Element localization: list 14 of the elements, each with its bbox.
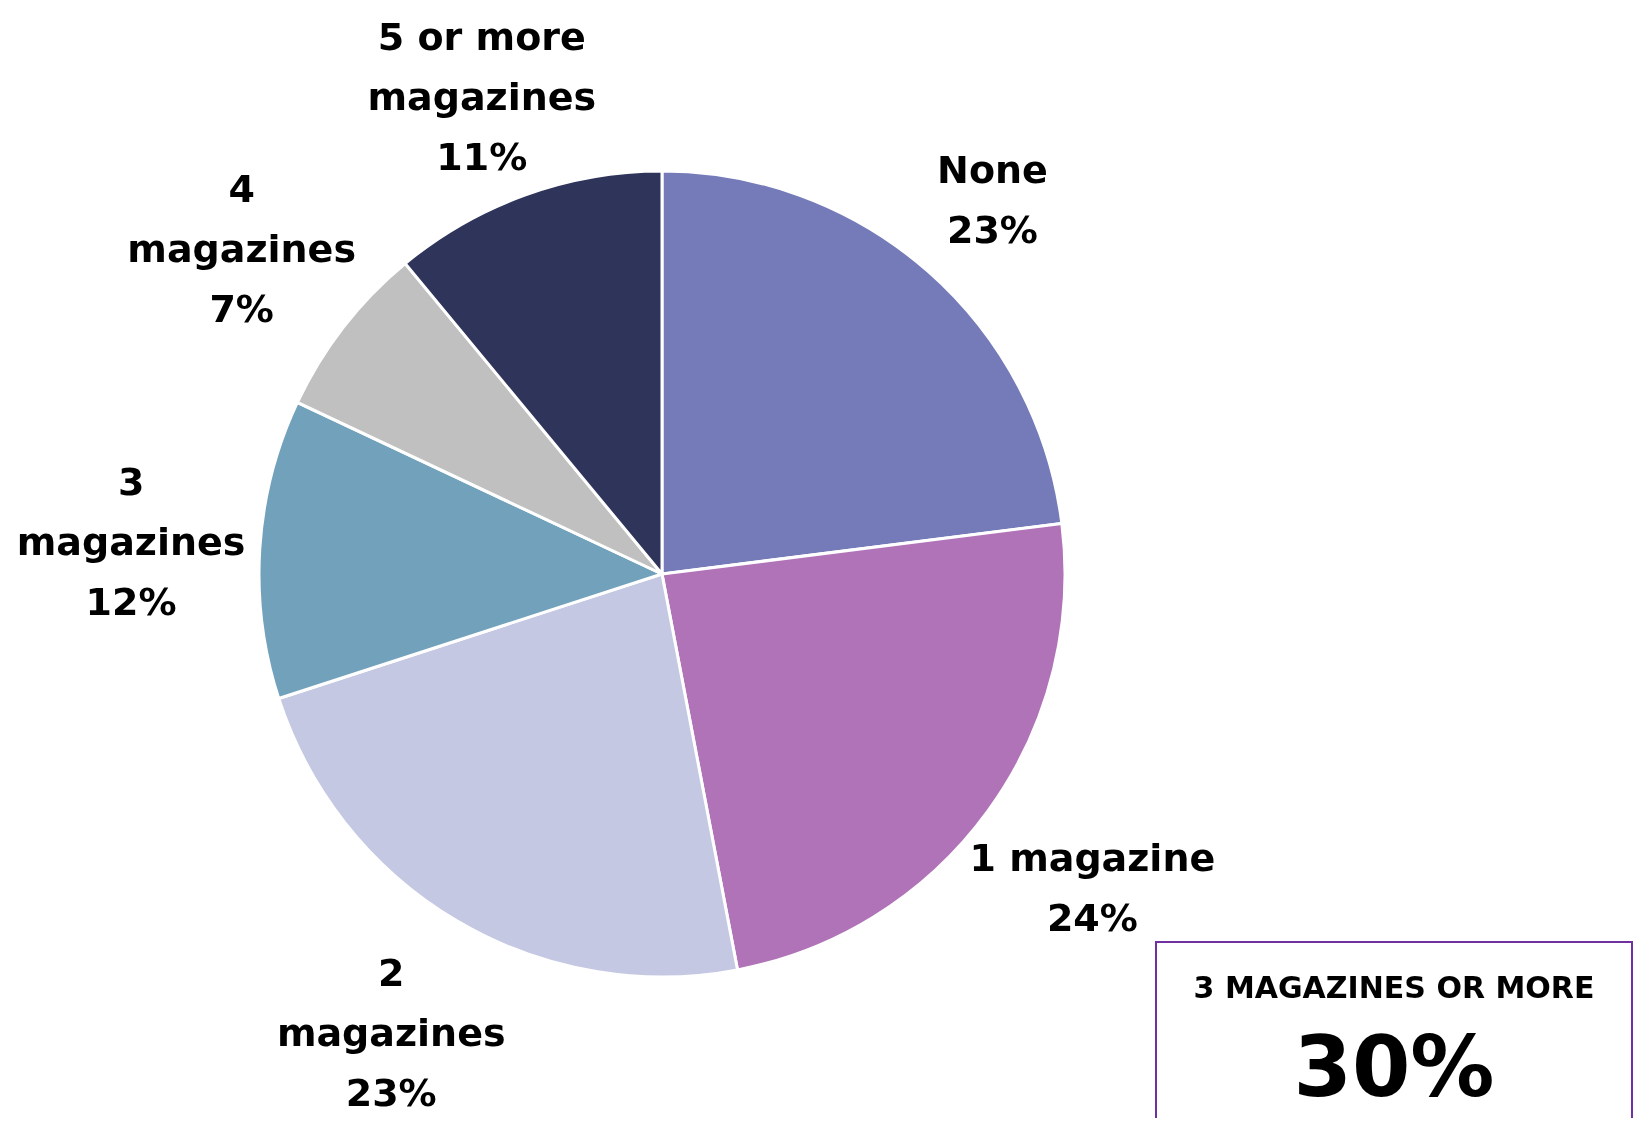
data-label: 11% xyxy=(436,135,528,179)
data-label: 24% xyxy=(1046,895,1138,940)
slice-label: 1 magazine xyxy=(969,835,1216,880)
slice-label: 5 or more magazines xyxy=(367,15,597,119)
slice-label: 4 magazines xyxy=(127,166,357,271)
data-label: 23% xyxy=(946,208,1038,253)
text: 3 MAGAZINES OR MORE xyxy=(1193,970,1595,1005)
slice-label: 2 magazines xyxy=(276,950,506,1055)
data-label: 23% xyxy=(345,1070,437,1115)
slice-label: 3 magazines xyxy=(16,459,246,564)
slice-label: None xyxy=(937,148,1048,193)
data-label: 12% xyxy=(85,579,177,624)
text: 30% xyxy=(1293,1018,1495,1116)
data-label: 7% xyxy=(209,286,274,331)
